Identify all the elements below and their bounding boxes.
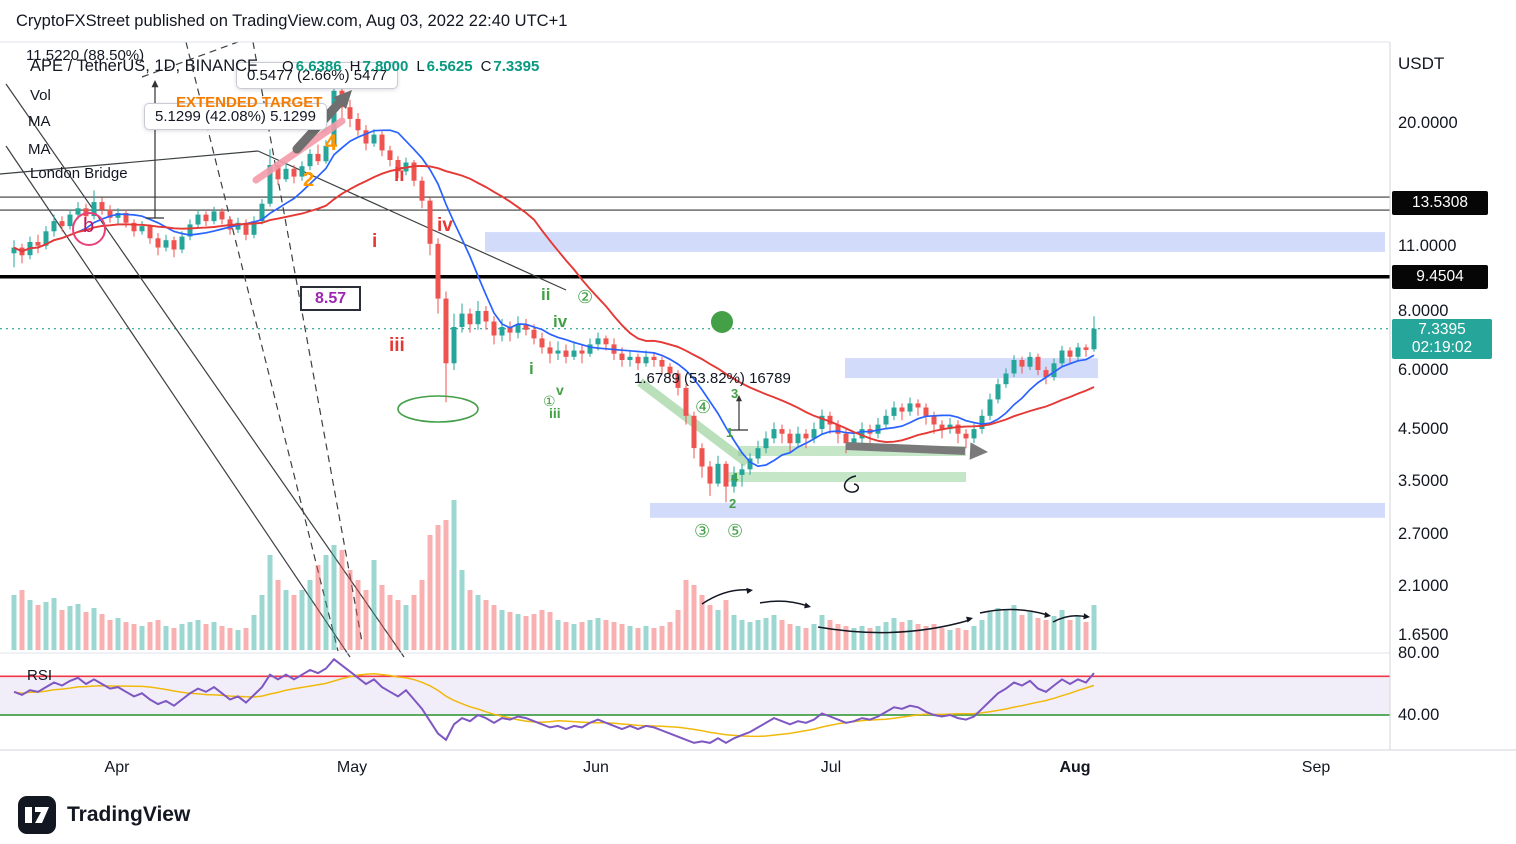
- measurement-tooltip: 0.5477 (2.66%) 5477: [236, 62, 399, 89]
- bar-countdown: 02:19:02: [1411, 338, 1473, 356]
- rsi-axis-label: 40.00: [1398, 706, 1440, 724]
- low-value: 6.5625: [426, 58, 473, 75]
- price-axis-label: 2.7000: [1398, 524, 1449, 543]
- open-label: O: [282, 58, 294, 75]
- symbol-legend[interactable]: APE / TetherUS, 1D, BINANCE O 6.6386 H 7.80…: [30, 57, 539, 76]
- price-flag: 9.4504: [1392, 264, 1488, 289]
- measurement-tooltip: 5.1299 (42.08%) 5.1299: [144, 103, 327, 130]
- time-axis-label: Apr: [104, 759, 130, 776]
- time-axis-label: May: [336, 759, 368, 776]
- ohlc-readout: O 6.6386 H 7.8000 L 6.5625 C 7.3395: [274, 58, 539, 76]
- zones-layer: [0, 196, 1390, 518]
- price-axis-label: 8.0000: [1398, 302, 1449, 320]
- time-axis-label: Sep: [1301, 759, 1331, 776]
- low-label: L: [416, 58, 425, 75]
- price-axis-label: 3.5000: [1398, 471, 1449, 490]
- axis-currency-label: USDT: [1398, 54, 1445, 73]
- close-label: C: [480, 58, 492, 75]
- open-value: 6.6386: [295, 58, 342, 75]
- price-flag: 13.5308: [1392, 191, 1488, 216]
- close-value: 7.3395: [493, 58, 540, 75]
- price-axis-label: 6.0000: [1398, 361, 1449, 380]
- drawings-under-layer: [0, 41, 966, 658]
- rsi-layer: [0, 657, 1390, 745]
- time-axis-label: Jun: [583, 759, 609, 776]
- last-price-badge: 7.3395 02:19:02: [1392, 318, 1492, 359]
- last-price-value: 7.3395: [1418, 320, 1466, 338]
- price-axis-label: 4.5000: [1398, 420, 1449, 439]
- footer-brand-row: TradingView: [18, 796, 190, 834]
- price-axis-label: 20.0000: [1398, 114, 1458, 132]
- high-label: H: [349, 58, 361, 75]
- tradingview-logo[interactable]: [18, 796, 56, 834]
- drawings-over-layer: [72, 80, 1090, 634]
- high-value: 7.8000: [362, 58, 409, 75]
- price-axis-label: 1.6500: [1398, 626, 1449, 644]
- time-axis-label: Aug: [1059, 759, 1091, 776]
- frame-layer: [0, 41, 1516, 751]
- symbol-title[interactable]: APE / TetherUS, 1D, BINANCE: [30, 57, 259, 75]
- time-axis-label: Jul: [820, 759, 842, 776]
- candles-layer: [11, 80, 1097, 503]
- rsi-axis-label: 80.00: [1398, 644, 1440, 662]
- ma-layer: [13, 129, 1095, 468]
- time-axis[interactable]: Apr May Jun Jul Aug Sep: [0, 750, 1516, 786]
- price-level-box: 8.57: [300, 286, 362, 311]
- price-axis[interactable]: USDT 7.3395 02:19:02 20.0000 11.0000 8.000…: [1390, 40, 1516, 752]
- tradingview-wordmark[interactable]: TradingView: [67, 803, 191, 826]
- volume-layer: [11, 500, 1097, 650]
- header-caption: CryptoFXStreet published on TradingView.…: [16, 12, 568, 30]
- price-axis-label: 11.0000: [1398, 236, 1457, 255]
- price-axis-label: 2.1000: [1398, 576, 1449, 595]
